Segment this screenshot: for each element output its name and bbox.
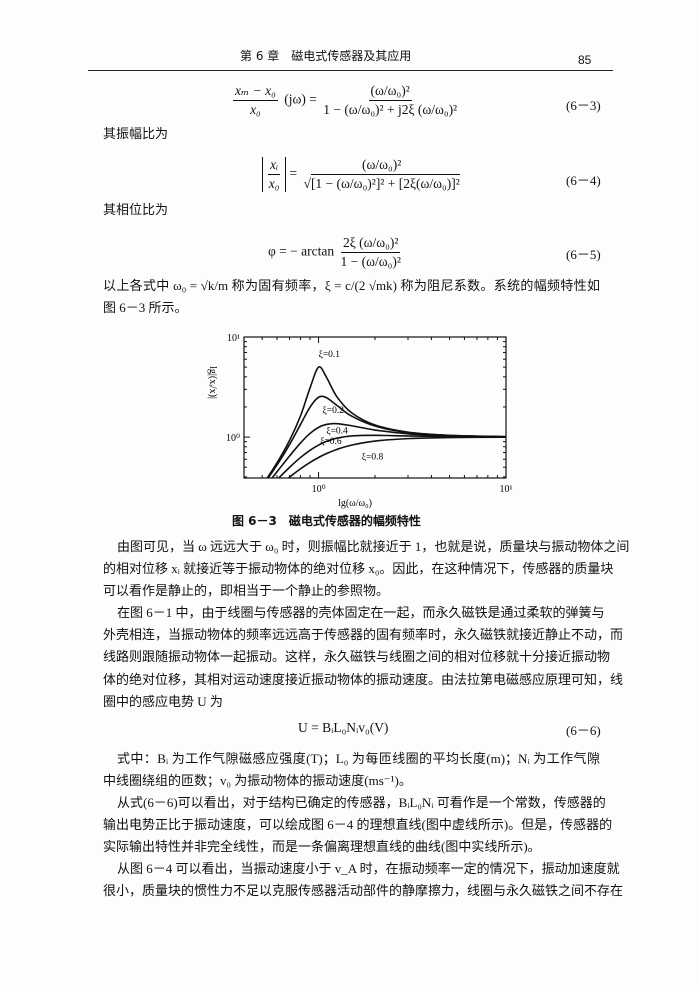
- header-rule: [88, 70, 613, 71]
- eq5-lhs: φ = − arctan: [268, 243, 335, 259]
- text-line: 的相对位移 xᵢ 就接近等于振动物体的绝对位移 x₀。因此，在这种情况下，传感器…: [103, 561, 614, 576]
- series-label: ξ=0.6: [320, 437, 342, 447]
- series-label: ξ=0.8: [362, 452, 384, 462]
- y-tick-label: 10¹: [227, 333, 240, 344]
- series-line-3: [277, 434, 506, 478]
- text-line: 式中：Bᵢ 为工作气隙磁感应强度(T)；L₀ 为每匝线圈的平均长度(m)；Nᵢ …: [117, 751, 600, 766]
- eq4-lhs-numerator: xᵢ: [270, 157, 279, 172]
- series-line-2: [271, 422, 506, 478]
- eq3-lhs-denominator: x₀: [250, 102, 261, 117]
- eq4-equals: =: [289, 165, 298, 181]
- text-line: 外壳相连，当振动物体的频率远远高于传感器的固有频率时，永久磁铁就接近静止不动，而: [103, 627, 624, 642]
- text-line: 可以看作是静止的，即相当于一个静止的参照物。: [103, 583, 390, 598]
- sqrt-sign: √: [303, 176, 311, 191]
- x-tick-label: 10¹: [500, 484, 513, 495]
- x-tick-label: 10⁰: [312, 484, 326, 495]
- text-line: 在图 6－1 中，由于线圈与传感器的壳体固定在一起，而永久磁铁是通过柔软的弹簧与: [117, 605, 605, 620]
- text-line: 从式(6－6)可以看出，对于结构已确定的传感器，BᵢL₀Nᵢ 可看作是一个常数，…: [117, 795, 606, 810]
- eq4-denominator: [1 − (ω/ω₀)²]² + [2ξ(ω/ω₀)]²: [310, 174, 460, 191]
- eq3-arg: (jω) =: [284, 91, 317, 107]
- eq5-numerator: 2ξ (ω/ω₀)²: [340, 235, 401, 253]
- eq4-numerator: (ω/ω₀)²: [359, 157, 404, 175]
- equation-number: (6－5): [566, 247, 601, 262]
- text-line: 体的绝对位移，其相对运动速度接近振动物体的振动速度。由法拉第电磁感应原理可知，线: [103, 672, 624, 687]
- eq3-lhs-numerator: xₘ − x₀: [235, 83, 276, 98]
- series-label: ξ=0.2: [323, 406, 345, 416]
- eq3-denominator: 1 − (ω/ω₀)² + j2ξ (ω/ω₀)²: [323, 102, 458, 117]
- text-line: 线路则跟随振动物体一起振动。这样，永久磁铁与线圈之间的相对位移就十分接近振动物: [103, 649, 611, 664]
- running-header: 第 6 章 磁电式传感器及其应用: [240, 49, 412, 63]
- text-line: 其振幅比为: [103, 126, 169, 141]
- eq4-lhs-denominator: x₀: [268, 176, 280, 191]
- text-line: 圈中的感应电势 U 为: [103, 694, 223, 709]
- text-line: 以上各式中 ω₀ = √k/m 称为固有频率，ξ = c/(2 √mk) 称为阻…: [103, 278, 600, 293]
- equation-6-4: xᵢ x₀ = (ω/ω₀)² √[1 − (ω/ω₀)²]² + [2ξ(ω/ω₀…: [262, 157, 463, 192]
- equation-6-3: xₘ − x₀ x₀ (jω) = (ω/ω₀)² 1 − (ω/ω₀)² + j2…: [230, 83, 460, 118]
- series-line-1: [267, 395, 506, 478]
- text-line: 从图 6－4 可以看出，当振动速度小于 v_A 时，在振动频率一定的情况下，振动…: [117, 861, 620, 876]
- text-line: 图 6－3 所示。: [103, 300, 188, 315]
- equation-6-5: φ = − arctan 2ξ (ω/ω₀)² 1 − (ω/ω₀)²: [268, 235, 404, 270]
- amplitude-frequency-chart: 10⁰ 10¹ 10⁰ 10¹ lg(ω/ω₀) lg|(xᵢ/x)| ξ=0.1 ξ=0.2…: [207, 333, 513, 509]
- equation-number: (6－6): [566, 723, 601, 738]
- equation-number: (6－3): [566, 98, 601, 113]
- equation-6-6: U = BᵢL₀Nᵢv₀(V): [298, 720, 389, 735]
- y-tick-label: 10⁰: [226, 433, 240, 444]
- figure-caption: 图 6－3 磁电式传感器的幅频特性: [232, 514, 421, 528]
- text-line: 输出电势正比于振动速度，可以绘成图 6－4 的理想直线(图中虚线所示)。但是，传…: [103, 817, 613, 832]
- equation-number: (6－4): [566, 173, 601, 188]
- series-label: ξ=0.1: [319, 350, 341, 360]
- text-line: 很小，质量块的惯性力不足以克服传感器活动部件的静摩擦力，线圈与永久磁铁之间不存在: [103, 883, 624, 898]
- eq5-denominator: 1 − (ω/ω₀)²: [340, 254, 401, 269]
- text-line: 由图可见，当 ω 远远大于 ω₀ 时，则振幅比就接近于 1，也就是说，质量块与振…: [117, 539, 630, 554]
- page-number: 85: [578, 53, 592, 67]
- text-line: 实际输出特性并非完全线性，而是一条偏离理想直线的曲线(图中实线所示)。: [103, 839, 541, 854]
- series-line-4: [287, 436, 506, 478]
- y-axis-label: lg|(xᵢ/x)|: [207, 366, 218, 399]
- x-axis-label: lg(ω/ω₀): [338, 498, 372, 509]
- text-line: 其相位比为: [103, 202, 169, 217]
- series-label: ξ=0.4: [326, 427, 348, 437]
- text-line: 中线圈绕组的匝数；v₀ 为振动物体的振动速度(ms⁻¹)。: [103, 773, 412, 788]
- eq3-numerator: (ω/ω₀)²: [368, 83, 412, 101]
